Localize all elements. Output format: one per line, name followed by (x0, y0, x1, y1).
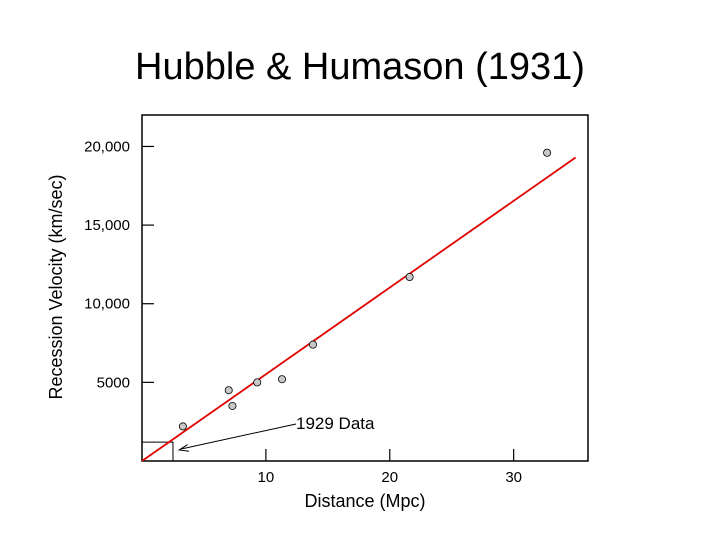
data-point (308, 340, 317, 349)
annotation-arrow-line (181, 423, 297, 450)
fit-line-group (141, 156, 577, 462)
y-axis-ticks: 5000 10,000 15,000 20,000 (84, 138, 154, 391)
plot-area-frame (141, 114, 589, 462)
annotation-group: 1929 Data (177, 414, 375, 452)
y-tick-label: 15,000 (84, 217, 130, 234)
x-axis-label: Distance (Mpc) (304, 491, 425, 511)
data-point (277, 375, 286, 384)
chart-title: Hubble & Humason (1931) (135, 46, 585, 88)
data-points-group (178, 148, 552, 431)
data-point (253, 378, 262, 387)
annotation-arrow-head (177, 444, 190, 452)
x-tick-label: 30 (505, 469, 522, 486)
y-tick-label: 5000 (97, 374, 130, 391)
y-tick-label: 10,000 (84, 296, 130, 313)
y-axis-label: Recession Velocity (km/sec) (46, 174, 66, 399)
fit-line (141, 156, 577, 462)
annotation-label: 1929 Data (296, 414, 375, 433)
x-tick-label: 20 (381, 469, 398, 486)
data-point (224, 386, 233, 395)
inset-box-1929 (141, 441, 174, 462)
data-point (228, 401, 237, 410)
y-tick-label: 20,000 (84, 138, 130, 155)
x-tick-label: 10 (258, 469, 275, 486)
data-point (543, 148, 552, 157)
data-point (405, 272, 414, 281)
data-point (178, 422, 187, 431)
inset-box (141, 441, 174, 462)
x-axis-ticks: 10 20 30 (258, 449, 522, 486)
